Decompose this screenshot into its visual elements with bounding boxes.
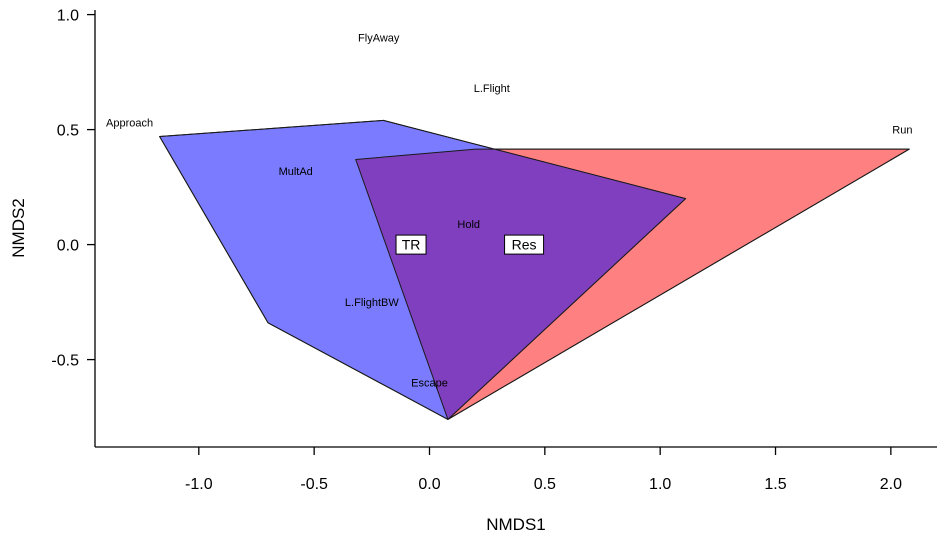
y-tick-label: 1.0 — [57, 8, 79, 25]
species-label: Hold — [457, 219, 480, 231]
species-label: Approach — [106, 118, 153, 130]
species-label: Escape — [411, 378, 448, 390]
centroid-label: TR — [402, 237, 421, 253]
x-tick-label: -1.0 — [185, 476, 213, 493]
centroid-res: Res — [504, 234, 545, 255]
hull-outline-tr — [159, 119, 687, 420]
species-label: Run — [892, 125, 912, 137]
hull-outline-res — [355, 148, 910, 420]
species-label: L.Flight — [474, 83, 510, 95]
x-tick-label: 1.0 — [649, 476, 671, 493]
centroid-label: Res — [512, 237, 537, 253]
y-tick-label: 0.0 — [57, 238, 79, 255]
species-label: MultAd — [279, 166, 313, 178]
centroid-labels: TR Res — [395, 234, 545, 255]
y-tick-label: -0.5 — [51, 353, 79, 370]
y-tick-label: 0.5 — [57, 123, 79, 140]
hull-layer — [159, 119, 910, 420]
species-label: L.FlightBW — [345, 297, 399, 309]
y-ticks: -0.5 0.0 0.5 1.0 — [51, 8, 95, 370]
axes — [94, 10, 937, 448]
centroid-box — [395, 234, 427, 255]
x-tick-label: 0.5 — [534, 476, 556, 493]
x-tick-label: 2.0 — [880, 476, 902, 493]
centroid-tr: TR — [395, 234, 427, 255]
species-label: FlyAway — [358, 33, 400, 45]
x-tick-label: 0.0 — [418, 476, 440, 493]
centroid-box — [504, 234, 545, 255]
x-ticks: -1.0 -0.5 0.0 0.5 1.0 1.5 2.0 — [185, 447, 902, 493]
species-labels: FlyAway L.Flight Approach Run MultAd Hold L.Fl… — [106, 33, 912, 390]
hull-overlap — [355, 149, 686, 420]
x-axis-title: NMDS1 — [486, 515, 546, 534]
y-axis-title: NMDS2 — [9, 198, 28, 258]
x-tick-label: -0.5 — [300, 476, 328, 493]
x-tick-label: 1.5 — [764, 476, 786, 493]
